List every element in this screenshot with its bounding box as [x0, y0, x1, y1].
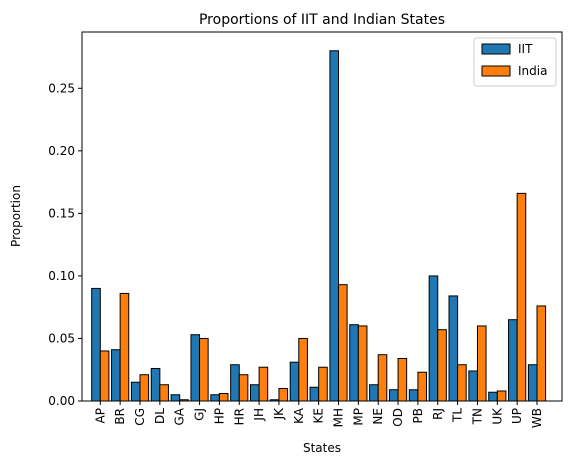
- bar-iit-pb: [408, 389, 419, 402]
- bar-iit-ap: [91, 287, 101, 402]
- x-tick-label-tl: TL: [451, 408, 465, 423]
- x-tick-label-up: UP: [510, 408, 524, 424]
- axes-frame: [81, 31, 563, 402]
- y-tick-label: 0.25: [48, 81, 75, 95]
- x-tick-label-ka: KA: [292, 407, 306, 424]
- bar-india-mp: [357, 325, 368, 402]
- x-tick-label-hr: HR: [232, 408, 246, 425]
- bar-iit-mh: [329, 50, 339, 402]
- x-tick-label-pb: PB: [411, 408, 425, 423]
- bar-iit-dl: [150, 367, 161, 402]
- bar-india-od: [397, 357, 408, 402]
- legend-label-iit: IIT: [518, 42, 533, 56]
- bar-india-br: [119, 292, 130, 402]
- bar-india-hp: [218, 392, 229, 402]
- bar-iit-tn: [468, 370, 478, 402]
- bar-india-gj: [199, 337, 209, 402]
- x-tick-label-ap: AP: [93, 408, 107, 423]
- bar-india-pb: [417, 371, 427, 402]
- bar-india-mh: [338, 284, 348, 402]
- legend-swatch-iit: [481, 43, 511, 55]
- bar-india-cg: [139, 374, 150, 402]
- bar-india-wb: [536, 305, 547, 402]
- x-tick-label-ga: GA: [173, 407, 187, 425]
- bar-india-tn: [476, 325, 487, 402]
- bar-india-uk: [496, 390, 507, 402]
- bar-india-ne: [377, 354, 388, 402]
- x-tick-label-hp: HP: [212, 408, 226, 424]
- x-tick-label-cg: CG: [133, 408, 147, 426]
- x-axis-ticks: AP BR CG DL GA GJ HP HR JH JK KA KE MH MP NE OD PB RJ TL TN…: [93, 401, 544, 428]
- bar-india-jh: [258, 366, 269, 402]
- y-tick-label: 0.05: [48, 331, 75, 345]
- bar-iit-br: [111, 349, 121, 402]
- bar-india-jk: [278, 387, 289, 402]
- bar-iit-mp: [349, 324, 359, 402]
- x-tick-label-tn: TN: [470, 408, 484, 425]
- bar-iit-hp: [210, 394, 220, 402]
- legend-label-india: India: [518, 64, 547, 78]
- x-tick-label-wb: WB: [530, 408, 544, 428]
- chart-title: Proportions of IIT and Indian States: [199, 12, 445, 28]
- bar-iit-jh: [250, 384, 260, 402]
- bar-iit-hr: [230, 364, 240, 402]
- x-tick-label-rj: RJ: [431, 408, 445, 420]
- x-tick-label-ke: KE: [312, 408, 326, 423]
- x-axis-label: States: [303, 441, 341, 455]
- bar-iit-gj: [190, 334, 201, 402]
- bar-india-ap: [99, 350, 110, 402]
- bar-india-hr: [238, 374, 249, 402]
- bar-iit-ka: [289, 361, 300, 402]
- legend-swatch-india: [481, 65, 511, 77]
- x-tick-label-uk: UK: [490, 407, 504, 425]
- x-tick-label-gj: GJ: [193, 408, 207, 421]
- bar-iit-tl: [448, 295, 459, 402]
- bar-iit-up: [508, 319, 518, 402]
- x-tick-label-jh: JH: [252, 408, 266, 422]
- y-tick-label: 0.20: [48, 144, 75, 158]
- bar-india-tl: [457, 364, 467, 402]
- x-tick-label-mp: MP: [351, 408, 365, 426]
- x-tick-label-br: BR: [113, 408, 127, 425]
- bar-india-ka: [298, 337, 308, 402]
- bar-india-up: [516, 192, 527, 402]
- bar-iit-rj: [428, 275, 439, 402]
- y-tick-label: 0.15: [48, 206, 75, 220]
- y-axis-ticks: 0.00 0.05 0.10 0.15 0.20 0.25: [48, 81, 82, 408]
- bar-india-ke: [318, 366, 328, 402]
- x-tick-label-mh: MH: [332, 408, 346, 427]
- x-tick-label-ne: NE: [371, 408, 385, 425]
- bar-iit-ga: [170, 394, 181, 402]
- bar-iit-wb: [527, 364, 538, 402]
- x-tick-label-dl: DL: [153, 408, 167, 424]
- legend: IIT India: [473, 37, 557, 87]
- y-axis-label: Proportion: [9, 185, 23, 247]
- bar-iit-uk: [488, 391, 498, 402]
- bar-iit-od: [388, 389, 399, 402]
- bar-india-dl: [159, 384, 169, 402]
- x-tick-label-jk: JK: [272, 407, 286, 421]
- bar-iit-ke: [309, 386, 320, 402]
- x-tick-label-od: OD: [391, 408, 405, 427]
- bar-iit-cg: [130, 381, 141, 402]
- y-tick-label: 0.10: [48, 269, 75, 283]
- bar-india-rj: [437, 329, 447, 402]
- bar-iit-ne: [369, 384, 379, 402]
- y-tick-label: 0.00: [48, 394, 75, 408]
